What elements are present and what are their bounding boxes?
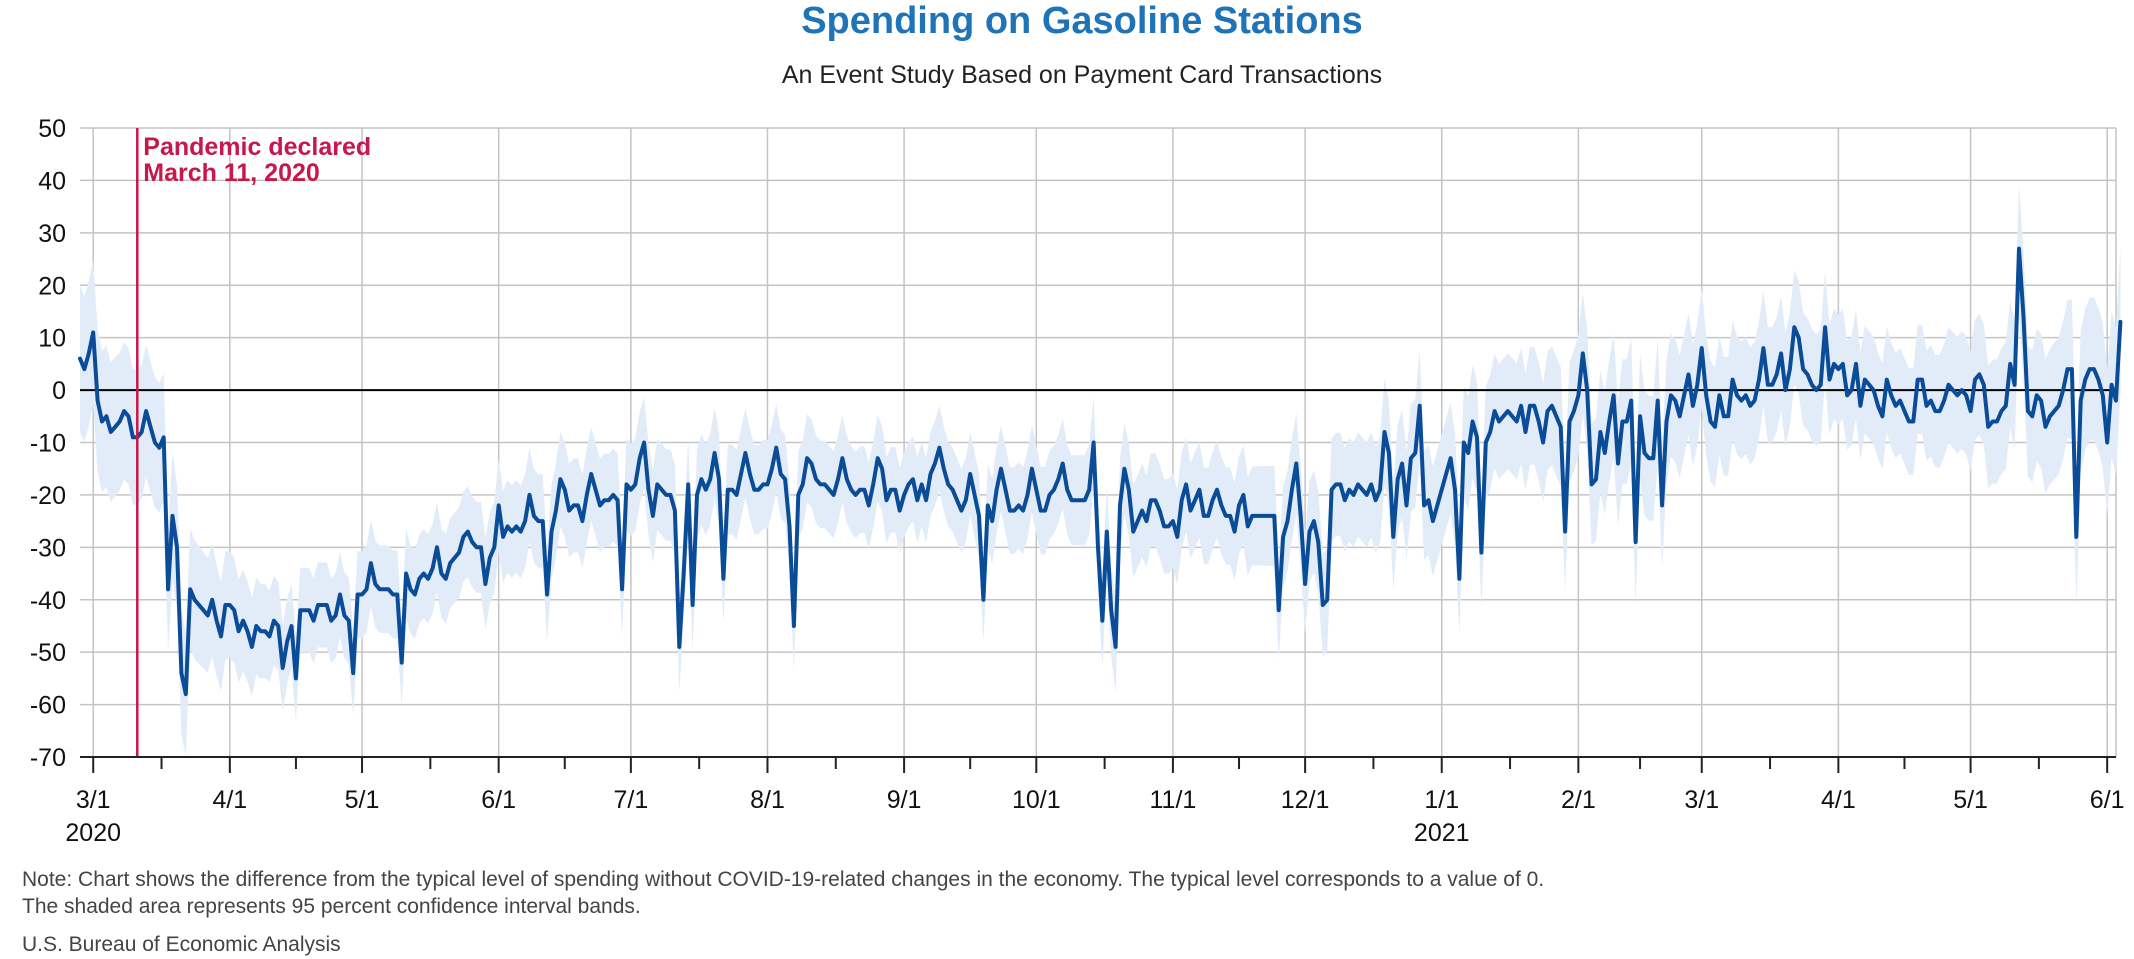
y-tick-label: -70 <box>30 744 66 772</box>
x-tick-label: 5/1 <box>1953 786 1988 814</box>
x-tick-label: 1/1 <box>1424 786 1459 814</box>
x-tick-label: 4/1 <box>212 786 247 814</box>
y-tick-label: 0 <box>52 377 66 405</box>
y-tick-label: -50 <box>30 639 66 667</box>
grid-lines <box>80 127 2117 758</box>
confidence-band <box>80 184 2121 756</box>
series-0-line <box>78 246 2123 697</box>
note-line-2: The shaded area represents 95 percent co… <box>22 895 641 918</box>
source-label: U.S. Bureau of Economic Analysis <box>22 933 341 956</box>
x-tick-label: 8/1 <box>750 786 785 814</box>
y-axis: 50 40 30 20 10 0 -10 -20 -30 -40 -50 -60 -70 <box>30 115 66 772</box>
note-line-1: Note: Chart shows the difference from th… <box>22 868 1544 891</box>
x-tick-label: 6/1 <box>481 786 516 814</box>
x-tick-label: 2/1 <box>1561 786 1596 814</box>
y-tick-label: -20 <box>30 482 66 510</box>
x-tick-label: 12/1 <box>1281 786 1330 814</box>
x-tick-label: 11/1 <box>1150 786 1197 814</box>
x-tick-label: 10/1 <box>1012 786 1061 814</box>
y-tick-label: 50 <box>38 115 66 143</box>
series-line <box>78 246 2123 697</box>
x-tick-label: 6/1 <box>2090 786 2125 814</box>
y-tick-label: -30 <box>30 534 66 562</box>
x-tick-label: 4/1 <box>1821 786 1856 814</box>
event-label-line-2: March 11, 2020 <box>143 159 320 187</box>
x-year-label: 2021 <box>1414 819 1470 847</box>
x-tick-label: 5/1 <box>345 786 380 814</box>
y-tick-label: 40 <box>38 167 66 195</box>
y-tick-label: -60 <box>30 692 66 720</box>
x-tick-label: 7/1 <box>613 786 648 814</box>
x-axis: 3/1 2020 4/1 5/1 6/1 7/1 8/1 9/1 10/1 11/1 12/1 1/1… <box>65 756 2125 847</box>
chart-subtitle: An Event Study Based on Payment Card Tra… <box>782 61 1382 89</box>
x-tick-label: 3/1 <box>76 786 111 814</box>
y-tick-label: 20 <box>38 272 66 300</box>
event-label-line-1: Pandemic declared <box>143 133 371 161</box>
y-tick-label: 10 <box>38 325 66 353</box>
chart-title: Spending on Gasoline Stations <box>801 0 1363 42</box>
x-tick-label: 3/1 <box>1684 786 1719 814</box>
y-tick-label: -10 <box>30 430 66 458</box>
x-year-label: 2020 <box>65 819 121 847</box>
y-tick-label: 30 <box>38 220 66 248</box>
y-tick-label: -40 <box>30 587 66 615</box>
confidence-band-area <box>80 184 2121 756</box>
x-tick-label: 9/1 <box>887 786 922 814</box>
